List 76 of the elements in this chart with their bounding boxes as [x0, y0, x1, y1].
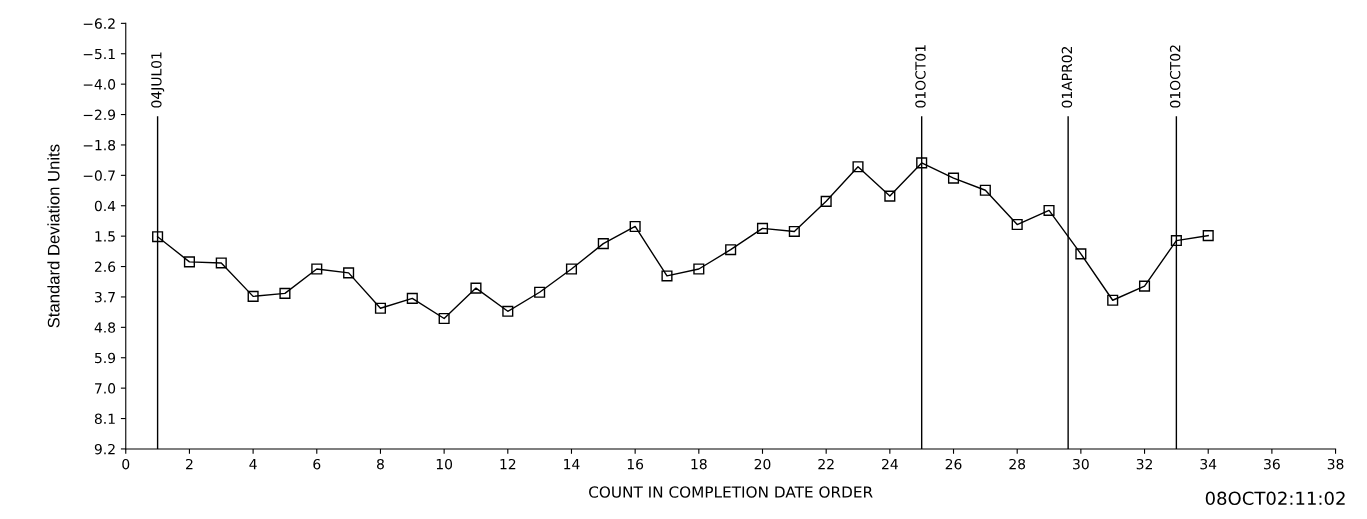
point [788, 225, 800, 238]
point [820, 195, 832, 207]
x-tick-label: 22 [818, 458, 834, 470]
x-tick-label: 34 [1200, 458, 1217, 470]
point [279, 287, 291, 299]
point [311, 263, 323, 275]
x-tick-label: 8 [376, 458, 384, 470]
point [438, 312, 450, 325]
point [343, 267, 355, 279]
point [1107, 294, 1119, 306]
point [693, 263, 705, 275]
x-tick-label: 30 [1073, 458, 1089, 470]
ref-line-label: 01OCT01 [915, 45, 926, 108]
point [597, 238, 609, 250]
point [534, 286, 546, 298]
point [661, 270, 673, 282]
point [756, 222, 769, 234]
x-tick-label: 32 [1136, 458, 1152, 470]
point [852, 161, 864, 173]
y-tick-label: 4.8 [94, 322, 116, 333]
x-tick-label: 16 [627, 458, 644, 470]
point [1202, 230, 1214, 242]
point [374, 302, 387, 314]
point [565, 263, 578, 275]
x-tick-label: 10 [436, 458, 453, 470]
y-tick-label: −5.1 [83, 48, 115, 60]
point [1075, 248, 1087, 260]
point [884, 190, 896, 202]
point [183, 256, 195, 268]
point [1138, 280, 1151, 292]
point [502, 305, 514, 317]
y-tick-label: 3.7 [95, 291, 115, 303]
y-tick-label: 1.5 [95, 231, 115, 242]
point [725, 244, 737, 256]
y-tick-label: 5.9 [95, 352, 116, 364]
y-tick-label: 0.4 [94, 200, 116, 212]
point [629, 220, 641, 233]
x-axis-title: COUNT IN COMPLETION DATE ORDER [589, 486, 873, 498]
y-tick-label: 2.6 [94, 261, 116, 273]
y-tick-label: −0.7 [83, 170, 115, 181]
point [1043, 204, 1055, 217]
y-tick-label: 8.1 [94, 413, 115, 425]
y-tick-label: −2.9 [83, 109, 116, 121]
y-tick-label: 9.2 [94, 443, 115, 455]
x-tick-label: 12 [500, 458, 516, 470]
x-tick-label: 2 [186, 458, 193, 470]
x-tick-label: 14 [564, 459, 580, 470]
point [979, 184, 991, 196]
ref-line-label: 01APR02 [1061, 46, 1073, 108]
y-axis-title: Standard Deviation Units [47, 144, 60, 328]
x-tick-label: 28 [1009, 458, 1026, 470]
y-tick-label: 7.0 [95, 383, 116, 394]
x-tick-label: 26 [945, 458, 962, 470]
text: 08OCT02:11:02 [1205, 491, 1345, 506]
y-tick-label: −1.8 [83, 139, 116, 151]
point [1170, 235, 1182, 247]
point [215, 257, 227, 269]
x-tick-label: 24 [882, 458, 898, 470]
y-tick-label: −6.2 [83, 18, 115, 29]
ref-line-label: 04JUL01 [151, 52, 165, 108]
x-tick-label: 38 [1327, 458, 1344, 470]
point [406, 292, 418, 304]
point [1011, 218, 1023, 231]
x-tick-label: 18 [691, 458, 707, 470]
x-tick-label: 36 [1264, 458, 1280, 470]
point [152, 231, 164, 243]
x-tick-label: 4 [249, 459, 257, 470]
point [470, 282, 482, 294]
point [247, 290, 259, 302]
point [947, 172, 960, 184]
point [916, 157, 928, 169]
ref-line-label: 01OCT02 [1169, 45, 1181, 108]
y-tick-label: −4.0 [83, 79, 116, 90]
x-tick-label: 6 [313, 458, 321, 470]
x-tick-label: 0 [122, 458, 130, 470]
x-tick-label: 20 [754, 458, 771, 470]
